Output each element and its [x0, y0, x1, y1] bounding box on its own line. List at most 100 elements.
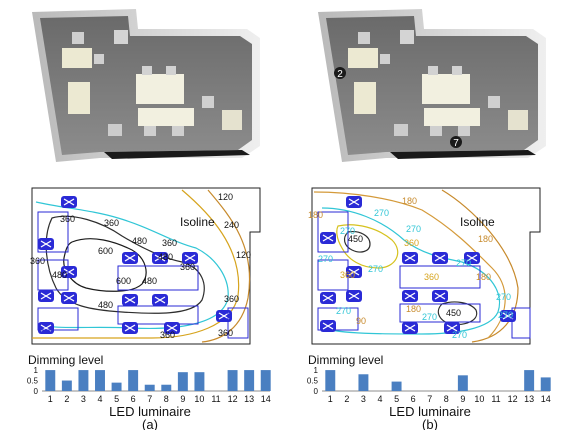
desk-outline [117, 265, 199, 291]
contour-label: 360 [60, 214, 75, 224]
x-tick-label: 2 [64, 394, 69, 404]
contour-label: 480 [158, 252, 173, 262]
contour-240 [32, 189, 240, 339]
contour-360 [336, 224, 399, 269]
y-tick-label: 0.5 [27, 377, 39, 386]
bar [111, 382, 122, 391]
luminaire-7 [401, 251, 419, 265]
contour-label: 480 [142, 276, 157, 286]
x-tick-label: 12 [508, 394, 518, 404]
luminaire-6 [37, 321, 55, 335]
contour-600-a [63, 238, 147, 292]
x-tick-label: 10 [194, 394, 204, 404]
room-render-a [32, 9, 260, 162]
y-tick-label: 0 [34, 387, 39, 396]
bar [95, 370, 105, 391]
contour-label: 270 [498, 310, 513, 320]
contour-label: 360 [424, 272, 439, 282]
desk-outline [399, 265, 481, 289]
contour-label: 120 [218, 192, 233, 202]
bar [45, 370, 56, 391]
luminaire-2 [319, 231, 337, 245]
contour-label: 480 [132, 236, 147, 246]
contour-label: 450 [446, 308, 461, 318]
y-tick-label: 1 [34, 366, 39, 375]
bar [128, 370, 139, 391]
bar [161, 384, 172, 391]
luminaire-11 [151, 293, 169, 307]
x-axis-label: LED luminaire [389, 404, 471, 419]
contour-label: 180 [478, 234, 493, 244]
x-tick-label: 7 [427, 394, 432, 404]
luminaire-1 [60, 195, 78, 209]
desk-outline [37, 307, 79, 331]
contour-90 [441, 189, 519, 343]
contour-180 [313, 191, 506, 339]
contour-label: 270 [340, 226, 355, 236]
contour-label: 270 [318, 254, 333, 264]
contour-360-outer [35, 201, 229, 329]
led-marker-2-label: 2 [337, 69, 343, 80]
bar [391, 381, 402, 391]
isoline-map-b: Isoline 180 270 270 360 180 450 270 360 … [308, 187, 541, 345]
bar [78, 370, 89, 391]
x-tick-label: 9 [460, 394, 465, 404]
x-tick-label: 14 [541, 394, 551, 404]
isoline-map-a: Isoline 120 240 360 360 480 600 360 360 … [30, 187, 261, 345]
contour-label: 600 [116, 276, 131, 286]
contour-label: 180 [402, 196, 417, 206]
luminaire-2 [37, 237, 55, 251]
luminaire-12 [401, 321, 419, 335]
x-tick-label: 4 [97, 394, 102, 404]
contour-label: 270 [496, 292, 511, 302]
led-marker-7-label: 7 [453, 138, 459, 149]
desk-outline [399, 303, 481, 323]
chart-title: Dimming level [308, 353, 383, 367]
x-tick-label: 5 [114, 394, 119, 404]
desk-outline [317, 211, 349, 253]
bar [144, 384, 155, 391]
panel-label: (a) [142, 417, 158, 430]
bar [177, 372, 188, 391]
x-tick-label: 14 [261, 394, 271, 404]
desk-outline [511, 307, 531, 339]
contour-label: 180 [406, 304, 421, 314]
contour-480-a [45, 215, 205, 314]
contour-label: 360 [224, 294, 239, 304]
bar [227, 370, 238, 391]
x-tick-label: 8 [164, 394, 169, 404]
contour-label: 360 [160, 330, 175, 340]
desk-outline [227, 307, 249, 339]
desk-outline [117, 305, 199, 325]
contour-label: 480 [98, 300, 113, 310]
contour-label: 270 [406, 224, 421, 234]
bar [358, 374, 369, 391]
luminaire-1 [345, 195, 363, 209]
luminaire-10 [121, 293, 139, 307]
contour-label: 90 [356, 316, 366, 326]
bar [325, 370, 336, 391]
x-tick-label: 11 [491, 394, 500, 404]
y-tick-label: 1 [314, 366, 319, 375]
x-tick-label: 3 [81, 394, 86, 404]
y-tick-label: 0 [314, 387, 319, 396]
x-tick-label: 10 [474, 394, 484, 404]
contour-label: 360 [218, 328, 233, 338]
contour-label: 270 [374, 208, 389, 218]
contour-label: 240 [224, 220, 239, 230]
x-tick-label: 1 [328, 394, 333, 404]
contour-label: 270 [422, 312, 437, 322]
luminaire-14 [215, 309, 233, 323]
x-tick-label: 9 [180, 394, 185, 404]
desk-outline [37, 211, 69, 253]
contour-label: 270 [456, 258, 471, 268]
x-tick-label: 4 [377, 394, 382, 404]
luminaire-5 [60, 291, 78, 305]
luminaire-5 [345, 289, 363, 303]
x-tick-label: 8 [444, 394, 449, 404]
contour-label: 180 [476, 272, 491, 282]
luminaire-11 [431, 289, 449, 303]
